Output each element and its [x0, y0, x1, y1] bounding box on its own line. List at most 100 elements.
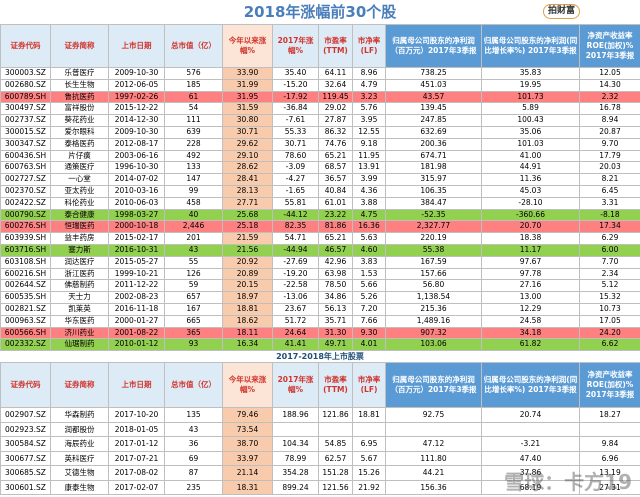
column-header: 证券简称: [50, 362, 109, 409]
table-cell: 6.45: [579, 184, 640, 198]
table-row: 603939.SH 益丰药房 2015-02-17 201 21.59 54.71 65.2…: [0, 232, 640, 245]
table-cell: 5.66: [352, 279, 386, 293]
table-cell: 天士力: [50, 291, 109, 304]
table-cell: 18.81: [222, 302, 273, 316]
table-cell: 富祥股份: [50, 102, 109, 116]
table-cell: -15.20: [272, 78, 319, 92]
table-cell: 18.62: [222, 314, 273, 328]
table-cell: 68.19: [481, 479, 580, 496]
table-row: 600276.SH 恒瑞医药 2000-10-18 2,446 25.18 82.35 81…: [0, 220, 640, 234]
table-cell: [352, 421, 386, 438]
table-cell: 9.70: [579, 137, 640, 151]
table-cell: 43: [164, 421, 223, 438]
table-cell: 1997-02-26: [108, 90, 165, 104]
table-cell: 31.30: [318, 326, 353, 340]
table-cell: 片仔癀: [50, 149, 109, 163]
column-header: 今年以来涨幅%: [222, 24, 273, 68]
table-cell: -17.92: [272, 90, 319, 104]
table-cell: 151.28: [318, 465, 353, 481]
table-cell: 27.71: [222, 196, 273, 210]
table-cell: 35.06: [481, 125, 580, 139]
table-cell: 7.66: [352, 314, 386, 328]
table-cell: 11.36: [481, 173, 580, 186]
table-cell: 13.00: [481, 291, 580, 304]
table-cell: 300584.SZ: [0, 436, 51, 452]
table-cell: 16.78: [579, 102, 640, 116]
column-header: 市净率(LF): [352, 362, 386, 409]
table-cell: 74.76: [318, 137, 353, 151]
table-cell: 32.64: [318, 78, 353, 92]
table-cell: 68.57: [318, 161, 353, 175]
table-cell: 2017-07-21: [108, 450, 165, 467]
table-cell: 13.91: [352, 161, 386, 175]
column-header: 上市日期: [108, 24, 165, 68]
table-cell: 凯莱英: [50, 302, 109, 316]
table-cell: 300677.SZ: [0, 450, 51, 467]
table-cell: 12.29: [481, 302, 580, 316]
table-cell: 5.63: [352, 232, 386, 245]
table-row: 000963.SZ 华东医药 2000-01-27 665 18.62 51.72 35.7…: [0, 314, 640, 328]
table-cell: 2002-08-23: [108, 291, 165, 304]
table-cell: 2.32: [579, 90, 640, 104]
table-cell: 30.71: [222, 125, 273, 139]
column-header: 市净率(LF): [352, 24, 386, 68]
table-cell: 104.34: [272, 436, 319, 452]
table-cell: 600535.SH: [0, 291, 51, 304]
table-cell: 润达医疗: [50, 255, 109, 269]
table-cell: 451.03: [385, 78, 482, 92]
table-cell: 35.71: [318, 314, 353, 328]
table-cell: 爱尔眼科: [50, 125, 109, 139]
table-cell: 492: [164, 149, 223, 163]
table-cell: 119.45: [318, 90, 353, 104]
table-row: 300347.SZ 泰格医药 2012-08-17 228 29.62 30.71 74.7…: [0, 137, 640, 151]
table-cell: -4.27: [272, 173, 319, 186]
table-cell: 54.85: [318, 436, 353, 452]
table-cell: -28.10: [481, 196, 580, 210]
table-cell: 2014-12-30: [108, 114, 165, 127]
table-row: 002644.SZ 佛慈制药 2011-12-22 59 20.15 -22.58 78.5…: [0, 279, 640, 293]
table-cell: 100.43: [481, 114, 580, 127]
table-cell: 78.50: [318, 279, 353, 293]
table-cell: 华东医药: [50, 314, 109, 328]
table-row: 600535.SH 天士力 2002-08-23 657 18.97 -13.06 34.8…: [0, 291, 640, 304]
table-cell: 29.02: [318, 102, 353, 116]
table-cell: 54: [164, 102, 223, 116]
table-cell: 4.79: [352, 78, 386, 92]
table-cell: 9.30: [352, 326, 386, 340]
table-cell: 1,489.16: [385, 314, 482, 328]
table-cell: 3.99: [352, 173, 386, 186]
table-cell: 21.14: [222, 465, 273, 481]
table-cell: 2016-11-18: [108, 302, 165, 316]
table-cell: 157.66: [385, 267, 482, 281]
table-row: 600566.SH 济川药业 2001-08-22 365 18.11 24.64 31.3…: [0, 326, 640, 340]
table-cell: 3.23: [352, 90, 386, 104]
table-cell: 167.59: [385, 255, 482, 269]
table-cell: 65.21: [318, 232, 353, 245]
table-cell: 1.53: [352, 267, 386, 281]
table-row: 002821.SZ 凯莱英 2016-11-18 167 18.81 23.67 56.13…: [0, 302, 640, 316]
table-cell: -13.06: [272, 291, 319, 304]
table-cell: 4.01: [352, 338, 386, 352]
table-cell: 55.38: [385, 243, 482, 257]
table-cell: 17.34: [579, 220, 640, 234]
table-cell: 40: [164, 208, 223, 222]
table-cell: -3.09: [272, 161, 319, 175]
table-cell: 106.35: [385, 184, 482, 198]
table-cell: 73.54: [222, 421, 273, 438]
table-cell: 2009-10-30: [108, 67, 165, 80]
table-cell: 78.99: [272, 450, 319, 467]
table-row: 300015.SZ 爱尔眼科 2009-10-30 639 30.71 55.33 86.3…: [0, 125, 640, 139]
section-title: 2017-2018年上市股票: [0, 351, 640, 363]
table-cell: -7.61: [272, 114, 319, 127]
table-cell: 佛慈制药: [50, 279, 109, 293]
table-cell: 28.62: [222, 161, 273, 175]
table-cell: 通策医疗: [50, 161, 109, 175]
column-header: 总市值（亿）: [164, 24, 223, 68]
title-text: 2018年涨幅前30个股: [243, 3, 397, 21]
table-cell: [272, 421, 319, 438]
table-cell: 20.74: [481, 407, 580, 423]
table-cell: 49.71: [318, 338, 353, 352]
watermark: 雪球：卡方19: [504, 470, 632, 494]
table-cell: 228: [164, 137, 223, 151]
table-cell: 18.38: [481, 232, 580, 245]
